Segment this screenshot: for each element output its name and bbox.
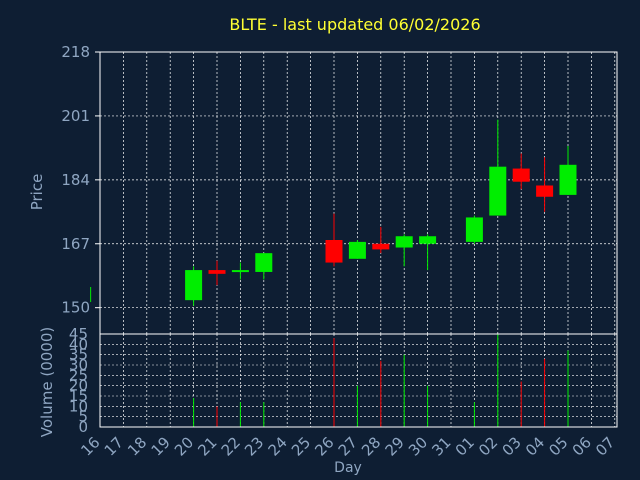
candle — [231, 262, 249, 280]
candle — [512, 153, 530, 190]
candle-body — [208, 270, 226, 274]
candle-body — [185, 270, 203, 301]
x-tick-label: 20 — [171, 433, 197, 459]
candle — [208, 260, 226, 286]
x-tick-label: 07 — [592, 433, 618, 459]
x-tick-label: 01 — [452, 433, 478, 459]
candle — [255, 253, 273, 280]
candle-body — [559, 164, 577, 195]
candle — [372, 226, 390, 254]
chart-title: BLTE - last updated 06/02/2026 — [229, 15, 480, 34]
candle — [395, 234, 413, 267]
volume-tick-label: 5 — [78, 408, 88, 426]
candle-body — [512, 168, 530, 182]
x-tick-label: 23 — [241, 433, 267, 459]
volume-panel-frame — [99, 333, 618, 428]
volume-tick-label: 35 — [69, 346, 88, 364]
price-tick-label: 167 — [61, 235, 90, 253]
price-axis-label: Price — [28, 174, 46, 211]
volume-axis-label: Volume (0000) — [38, 327, 56, 437]
x-tick-label: 17 — [101, 433, 127, 459]
candle — [559, 146, 577, 195]
x-tick-label: 31 — [428, 433, 454, 459]
x-tick-label: 21 — [194, 433, 220, 459]
price-tick-label: 184 — [61, 171, 90, 189]
x-tick-label: 03 — [499, 433, 525, 459]
candle — [419, 234, 437, 271]
x-tick-label: 02 — [475, 433, 501, 459]
x-tick-label: 30 — [405, 433, 431, 459]
price-tick-labels: 150 167 184 201 218 — [61, 43, 100, 317]
x-tick-label: 28 — [358, 433, 384, 459]
x-tick-label: 27 — [335, 433, 361, 459]
candle — [465, 215, 483, 244]
x-tick-label: 24 — [265, 433, 291, 459]
candle — [536, 157, 554, 212]
volume-tick-label: 20 — [69, 377, 88, 395]
x-tick-label: 04 — [522, 433, 548, 459]
volume-grid — [100, 333, 617, 428]
x-tick-label: 29 — [382, 433, 408, 459]
volume-bar-series — [193, 334, 569, 427]
volume-tick-label: 40 — [69, 335, 88, 353]
x-tick-label: 22 — [218, 433, 244, 459]
candle-body — [255, 253, 273, 272]
x-tick-label: 16 — [77, 433, 103, 459]
candle-body — [231, 270, 249, 273]
volume-tick-label: 45 — [69, 325, 88, 343]
candle — [348, 240, 366, 259]
candle-body — [348, 241, 366, 259]
price-tick-label: 201 — [61, 107, 90, 125]
volume-tick-label: 0 — [78, 418, 88, 436]
x-tick-label: 06 — [569, 433, 595, 459]
x-axis-title: Day — [334, 460, 362, 476]
price-tick-label: 218 — [61, 43, 90, 61]
volume-tick-label: 25 — [69, 366, 88, 384]
volume-tick-label: 30 — [69, 356, 88, 374]
candle-body — [536, 185, 554, 197]
candle-body — [465, 217, 483, 242]
candle — [325, 213, 343, 267]
candle-body — [395, 236, 413, 248]
candle-body — [372, 243, 390, 250]
x-tick-label: 25 — [288, 433, 314, 459]
candle-body — [489, 166, 507, 216]
candle — [489, 119, 507, 216]
volume-tick-label: 15 — [69, 387, 88, 405]
x-tick-labels: 1617181920212223242526272829303101020304… — [77, 433, 618, 459]
x-tick-label: 19 — [148, 433, 174, 459]
candle-body — [419, 236, 437, 244]
price-tick-label: 150 — [61, 299, 90, 317]
x-tick-label: 18 — [124, 433, 150, 459]
x-tick-label: 05 — [545, 433, 571, 459]
candle — [185, 266, 203, 306]
volume-tick-label: 10 — [69, 397, 88, 415]
candle-body — [325, 240, 343, 263]
candlestick-series — [90, 119, 577, 306]
x-tick-label: 26 — [311, 433, 337, 459]
